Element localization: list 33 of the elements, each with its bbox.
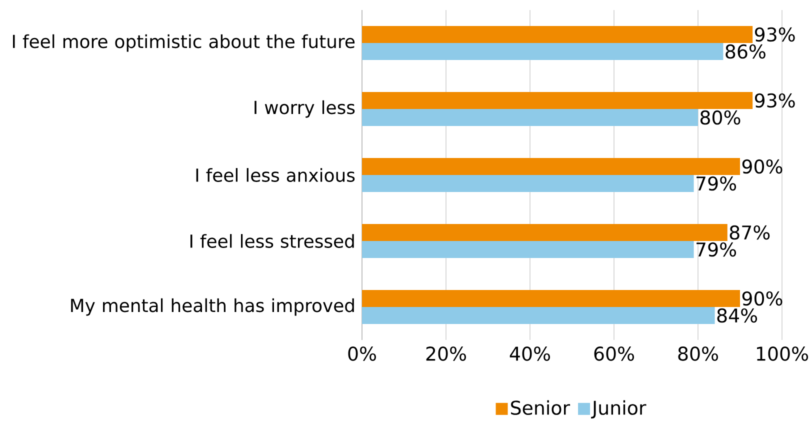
data-label: 86%: [726, 44, 766, 59]
x-tick-label: 100%: [757, 346, 808, 361]
bar: [362, 26, 753, 44]
x-tick-label: 0%: [348, 346, 376, 361]
bar: [362, 224, 728, 242]
data-label: 79%: [696, 176, 736, 191]
legend-label: Senior: [511, 400, 570, 415]
bar: [362, 307, 715, 324]
bar: [362, 92, 753, 110]
bar: [362, 109, 698, 126]
bar: [362, 158, 740, 176]
bar: [362, 175, 694, 192]
bar: [362, 241, 694, 258]
data-label: 79%: [696, 242, 736, 257]
x-tick-label: 80%: [678, 346, 718, 361]
data-label: 93%: [754, 93, 795, 108]
y-tick-label: I feel less anxious: [196, 168, 355, 182]
data-label: 84%: [717, 308, 758, 323]
bar: [362, 290, 740, 308]
y-tick-label: I feel more optimistic about the future: [12, 34, 355, 52]
x-tick-label: 60%: [594, 346, 634, 361]
y-tick-label: I worry less: [254, 100, 355, 118]
bar: [362, 43, 724, 60]
data-label: 90%: [742, 159, 782, 174]
y-tick-label: I feel less stressed: [190, 234, 354, 248]
x-tick-label: 20%: [426, 346, 466, 361]
legend-label: Junior: [591, 400, 646, 418]
data-label: 87%: [730, 225, 770, 240]
data-label: 93%: [754, 27, 795, 42]
data-label: 90%: [742, 291, 782, 306]
y-tick-label: My mental health has improved: [71, 298, 354, 316]
data-label: 80%: [700, 110, 740, 125]
x-tick-label: 40%: [510, 346, 550, 361]
